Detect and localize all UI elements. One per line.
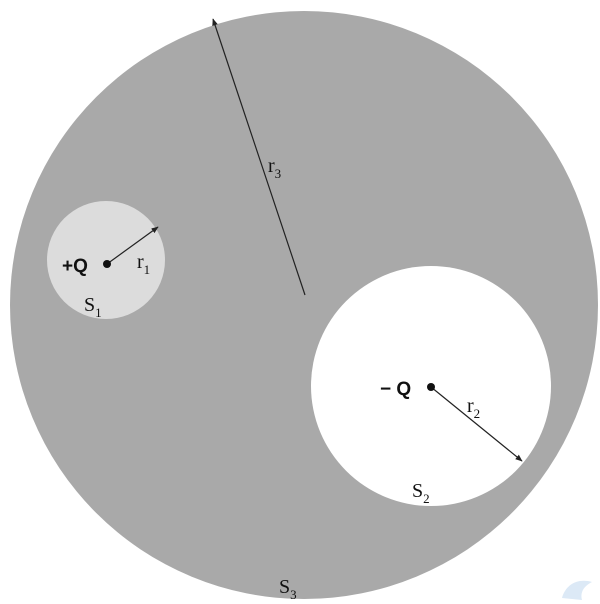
inner-sphere-s1 [47,201,165,319]
positive-charge-label: +Q [62,256,88,277]
radius-r2-arrow [430,386,523,462]
radius-r1-label: r1 [137,251,150,277]
surface-s3-label: S3 [279,576,297,602]
radius-r2-label: r2 [467,395,480,421]
positive-charge-dot [103,260,111,268]
watermark-logo [562,580,592,600]
radius-r3-arrow [212,18,306,296]
negative-charge-label: − Q [380,379,411,400]
surface-s2-label: S2 [412,480,430,506]
surface-s1-label: S1 [84,294,102,320]
radius-r3-label: r3 [268,155,281,181]
radius-r1-arrow [106,226,159,265]
negative-charge-dot [427,383,435,391]
